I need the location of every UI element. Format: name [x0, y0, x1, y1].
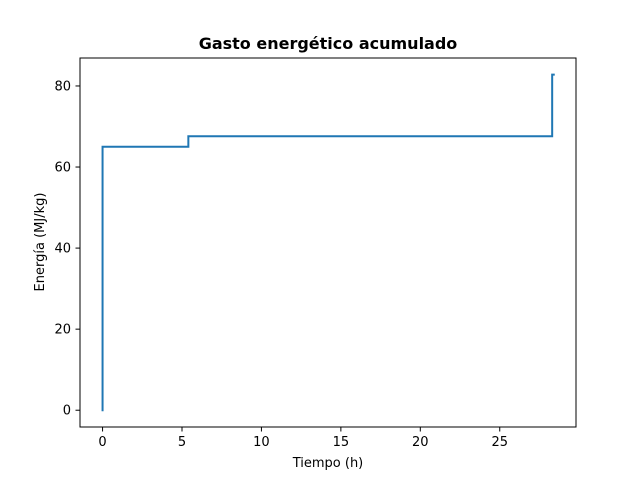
y-tick-label: 0 [63, 404, 71, 419]
x-axis-ticks: 0 5 10 15 20 25 [98, 427, 508, 450]
y-axis-ticks: 0 20 40 60 80 [54, 79, 80, 419]
x-tick-label: 0 [98, 435, 106, 450]
plot-area [79, 57, 577, 428]
x-tick-label: 10 [253, 435, 270, 450]
x-tick-label: 20 [412, 435, 429, 450]
chart-title: Gasto energético acumulado [199, 34, 458, 53]
x-tick-label: 5 [178, 435, 186, 450]
y-tick-label: 20 [54, 323, 71, 338]
x-tick-label: 15 [333, 435, 350, 450]
x-axis-label: Tiempo (h) [292, 456, 364, 471]
y-tick-label: 40 [54, 242, 71, 257]
x-tick-label: 25 [491, 435, 508, 450]
y-tick-label: 60 [54, 161, 71, 176]
y-axis-label: Energía (MJ/kg) [33, 193, 48, 292]
series-line-1 [101, 73, 555, 412]
y-tick-label: 80 [54, 79, 71, 94]
axes-frame [79, 57, 577, 428]
